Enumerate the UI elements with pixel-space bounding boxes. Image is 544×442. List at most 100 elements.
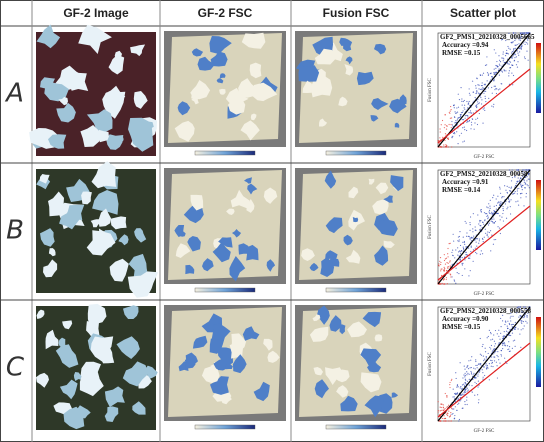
scatter-dot	[471, 372, 472, 373]
scatter-dot	[510, 206, 511, 207]
scatter-dot	[527, 317, 528, 318]
scatter-dot	[443, 410, 444, 411]
scatter-dot	[463, 101, 464, 102]
scatter-dot	[444, 271, 445, 272]
scatter-dot	[493, 244, 494, 245]
scatter-dot	[525, 44, 526, 45]
accuracy: Accuracy =0.91	[442, 178, 489, 186]
scatter-dot	[468, 360, 469, 361]
scatter-dot	[471, 124, 472, 125]
scatter-dot	[454, 117, 455, 118]
scatter-dot	[469, 374, 470, 375]
scatter-dot	[454, 257, 455, 258]
scatter-dot	[527, 322, 528, 323]
scatter-dot	[448, 405, 449, 406]
scatter-dot	[464, 385, 465, 386]
scatter-dot	[475, 361, 476, 362]
column-header: GF-2 FSC	[198, 6, 253, 20]
scatter-dot	[452, 413, 453, 414]
scatter-dot	[477, 84, 478, 85]
scatter-dot	[515, 54, 516, 55]
scatter-dot	[456, 410, 457, 411]
scatter-dot	[507, 321, 508, 322]
scatter-dot	[452, 255, 453, 256]
scatter-dot	[504, 331, 505, 332]
scatter-dot	[483, 224, 484, 225]
scatter-dot	[447, 256, 448, 257]
scatter-dot	[453, 240, 454, 241]
scatter-dot	[510, 320, 511, 321]
scatter-dot	[462, 141, 463, 142]
scatter-dot	[484, 107, 485, 108]
scatter-dot	[463, 249, 464, 250]
scatter-dot	[510, 199, 511, 200]
scatter-dot	[478, 103, 479, 104]
scatter-dot	[500, 61, 501, 62]
scatter-dot	[453, 389, 454, 390]
scatter-dot	[455, 393, 456, 394]
x-axis-label: GF-2 FSC	[474, 155, 495, 160]
scatter-dot	[504, 343, 505, 344]
scatter-dot	[487, 234, 488, 235]
scatter-dot	[502, 338, 503, 339]
scatter-dot	[439, 128, 440, 129]
scatter-dot	[451, 380, 452, 381]
scatter-dot	[482, 369, 483, 370]
scatter-dot	[467, 388, 468, 389]
scatter-dot	[457, 254, 458, 255]
scatter-dot	[512, 58, 513, 59]
scatter-dot	[462, 127, 463, 128]
scatter-dot	[462, 242, 463, 243]
scatter-dot	[522, 189, 523, 190]
scatter-dot	[502, 196, 503, 197]
scatter-dot	[443, 269, 444, 270]
scatter-dot	[482, 239, 483, 240]
scatter-dot	[466, 236, 467, 237]
scatter-dot	[438, 263, 439, 264]
scatter-dot	[478, 88, 479, 89]
scatter-dot	[465, 404, 466, 405]
scatter-dot	[466, 374, 467, 375]
scatter-dot	[483, 108, 484, 109]
scatter-dot	[446, 129, 447, 130]
scatter-dot	[496, 72, 497, 73]
column-header: Fusion FSC	[323, 6, 390, 20]
scatter-dot	[464, 366, 465, 367]
scatter-dot	[451, 414, 452, 415]
scatter-dot	[480, 225, 481, 226]
scatter-dot	[502, 54, 503, 55]
scatter-dot	[498, 359, 499, 360]
scatter-dot	[467, 404, 468, 405]
scatter-dot	[466, 232, 467, 233]
scatter-dot	[502, 345, 503, 346]
scatter-dot	[482, 85, 483, 86]
scatter-dot	[521, 193, 522, 194]
scatter-dot	[488, 98, 489, 99]
scatter-dot	[507, 63, 508, 64]
scatter-dot	[469, 88, 470, 89]
scatter-dot	[448, 410, 449, 411]
scatter-dot	[507, 207, 508, 208]
scatter-dot	[478, 92, 479, 93]
scatter-dot	[444, 124, 445, 125]
scatter-dot	[491, 345, 492, 346]
scatter-dot	[507, 345, 508, 346]
scatter-dot	[497, 356, 498, 357]
scatter-dot	[488, 224, 489, 225]
scatter-dot	[496, 209, 497, 210]
scatter-dot	[468, 103, 469, 104]
scatter-dot	[456, 107, 457, 108]
scatter-dot	[495, 52, 496, 53]
scatter-dot	[464, 109, 465, 110]
scatter-dot	[513, 75, 514, 76]
scatter-dot	[464, 141, 465, 142]
scatter-dot	[450, 243, 451, 244]
scatter-dot	[488, 203, 489, 204]
scatter-dot	[478, 399, 479, 400]
scatter-dot	[494, 345, 495, 346]
scatter-dot	[447, 283, 448, 284]
scatter-dot	[465, 254, 466, 255]
scatter-dot	[489, 363, 490, 364]
scatter-dot	[517, 193, 518, 194]
scatter-dot	[485, 91, 486, 92]
